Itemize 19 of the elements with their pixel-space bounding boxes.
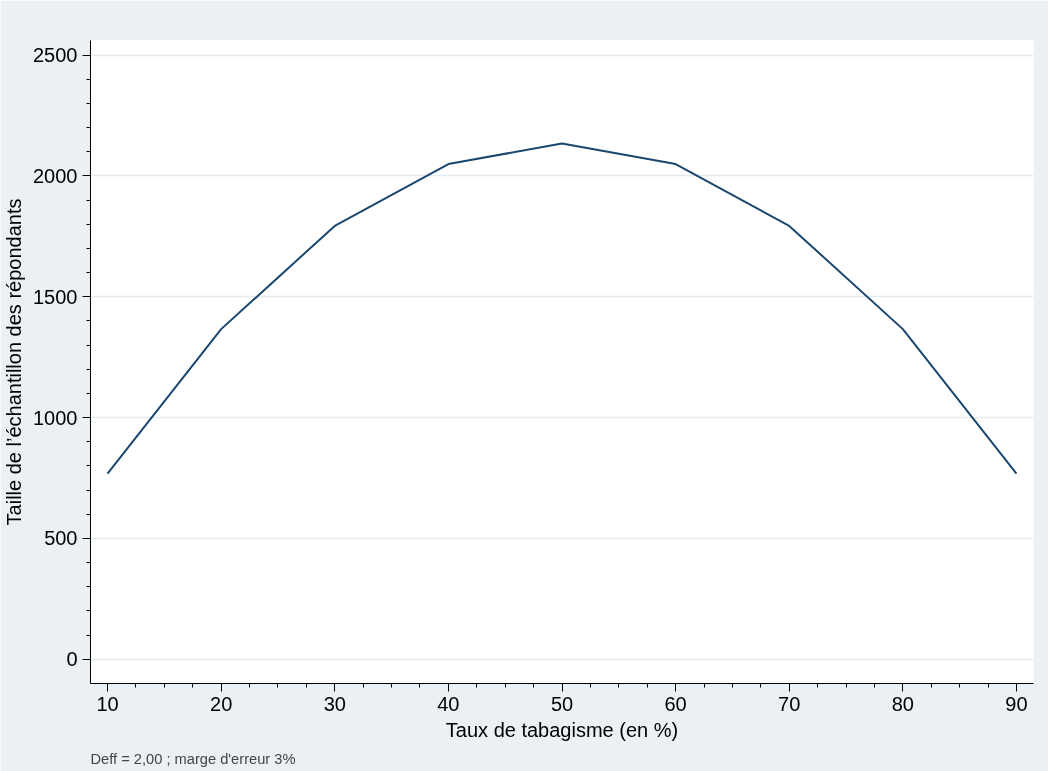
y-tick-label: 500 — [44, 527, 78, 550]
x-tick-label: 50 — [550, 692, 574, 715]
x-tick-label: 70 — [778, 692, 801, 715]
x-tick-label: 30 — [323, 692, 346, 715]
x-tick-label: 80 — [891, 692, 914, 715]
y-tick-label: 0 — [66, 648, 78, 671]
x-axis-title: Taux de tabagisme (en %) — [445, 718, 679, 741]
x-tick-label: 20 — [210, 692, 233, 715]
x-tick-label: 10 — [96, 692, 119, 715]
y-axis-title: Taille de l’échantillon des répondants — [3, 198, 26, 526]
text: Deff = 2,00 ; marge d'erreur 3% — [90, 750, 296, 767]
y-tick-label: 1500 — [33, 285, 78, 308]
x-tick-label: 90 — [1005, 692, 1028, 715]
y-tick-label: 2000 — [33, 164, 78, 187]
line-series — [106, 142, 1018, 475]
x-tick-label: 60 — [664, 692, 687, 715]
x-tick-label: 40 — [437, 692, 460, 715]
y-tick-label: 2500 — [33, 44, 78, 66]
y-tick-label: 1000 — [33, 406, 78, 429]
